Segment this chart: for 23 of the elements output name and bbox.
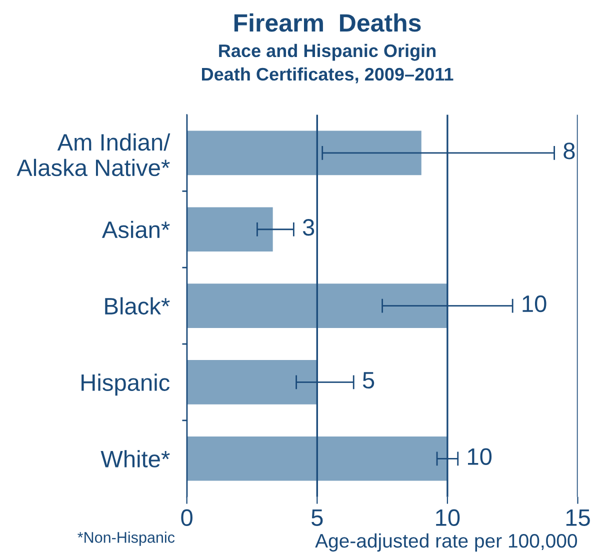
y-tick-label: White* [100, 450, 170, 468]
y-tick-label: Asian* [102, 220, 170, 238]
bar [186, 130, 422, 176]
chart-subtitle: Race and Hispanic Origin Death Certificates, 2009–2011 [202, 44, 454, 84]
chart-title: Firearm Deaths [234, 13, 421, 32]
annotation: 10 [522, 295, 546, 312]
bar [186, 284, 448, 328]
x-tick-label: 0 [181, 509, 192, 526]
annotation: 5 [362, 372, 374, 389]
bar [186, 207, 273, 252]
y-tick-label: Am Indian/ Alaska Native* [16, 133, 170, 176]
x-tick-label: 10 [436, 509, 460, 526]
bar [186, 360, 318, 404]
y-tick-label: Hispanic [82, 374, 170, 396]
x-axis-title: Age-adjusted rate per 100,000 [315, 533, 578, 552]
bar [186, 436, 448, 481]
x-tick-label: 15 [566, 510, 590, 526]
y-tick-label: Black* [105, 297, 170, 315]
text: *Non-Hispanic [78, 532, 175, 546]
annotation: 3 [302, 218, 314, 236]
annotation: 8 [564, 142, 575, 160]
annotation: 10 [468, 448, 492, 465]
x-tick-label: 5 [312, 510, 323, 526]
